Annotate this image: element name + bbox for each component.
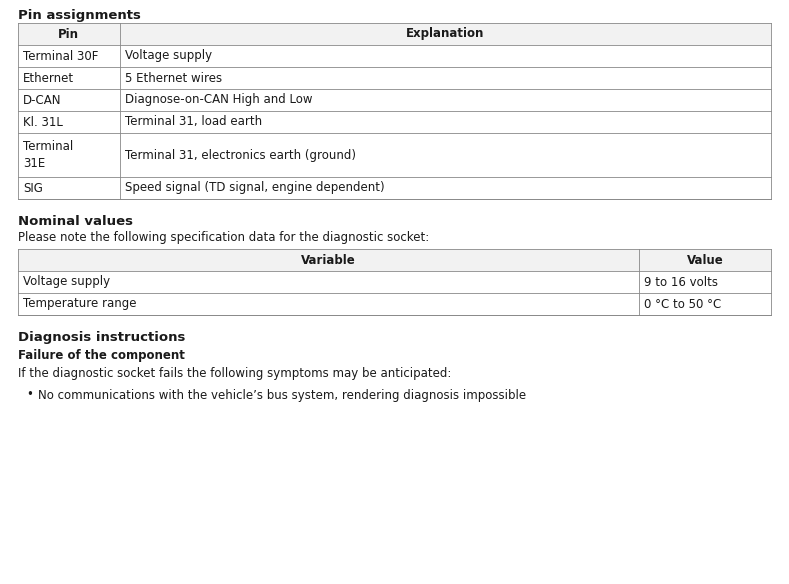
Text: Terminal 30F: Terminal 30F — [23, 50, 99, 62]
Text: SIG: SIG — [23, 182, 43, 194]
Bar — [18, 23, 771, 199]
Text: Voltage supply: Voltage supply — [23, 276, 110, 288]
Text: 0 °C to 50 °C: 0 °C to 50 °C — [645, 297, 721, 311]
Text: Please note the following specification data for the diagnostic socket:: Please note the following specification … — [18, 231, 429, 244]
Text: 5 Ethernet wires: 5 Ethernet wires — [125, 71, 222, 85]
Text: Kl. 31L: Kl. 31L — [23, 116, 63, 128]
Text: •: • — [26, 388, 33, 401]
Text: Failure of the component: Failure of the component — [18, 349, 185, 362]
Text: Explanation: Explanation — [406, 27, 484, 40]
Text: Pin: Pin — [58, 27, 80, 40]
Text: Temperature range: Temperature range — [23, 297, 136, 311]
Text: Nominal values: Nominal values — [18, 215, 133, 228]
Text: If the diagnostic socket fails the following symptoms may be anticipated:: If the diagnostic socket fails the follo… — [18, 367, 451, 380]
Text: No communications with the vehicle’s bus system, rendering diagnosis impossible: No communications with the vehicle’s bus… — [38, 389, 526, 402]
Text: Terminal 31, load earth: Terminal 31, load earth — [125, 116, 262, 128]
Bar — [18, 23, 771, 45]
Text: Speed signal (TD signal, engine dependent): Speed signal (TD signal, engine dependen… — [125, 182, 384, 194]
Text: Terminal
31E: Terminal 31E — [23, 140, 73, 170]
Text: Value: Value — [686, 253, 724, 266]
Text: Terminal 31, electronics earth (ground): Terminal 31, electronics earth (ground) — [125, 148, 356, 162]
Text: Diagnosis instructions: Diagnosis instructions — [18, 331, 185, 344]
Bar — [18, 249, 771, 271]
Text: Ethernet: Ethernet — [23, 71, 74, 85]
Text: Pin assignments: Pin assignments — [18, 9, 141, 22]
Text: D-CAN: D-CAN — [23, 93, 62, 106]
Text: Variable: Variable — [301, 253, 356, 266]
Text: Diagnose-on-CAN High and Low: Diagnose-on-CAN High and Low — [125, 93, 312, 106]
Text: 9 to 16 volts: 9 to 16 volts — [645, 276, 718, 288]
Bar — [18, 249, 771, 315]
Text: Voltage supply: Voltage supply — [125, 50, 211, 62]
